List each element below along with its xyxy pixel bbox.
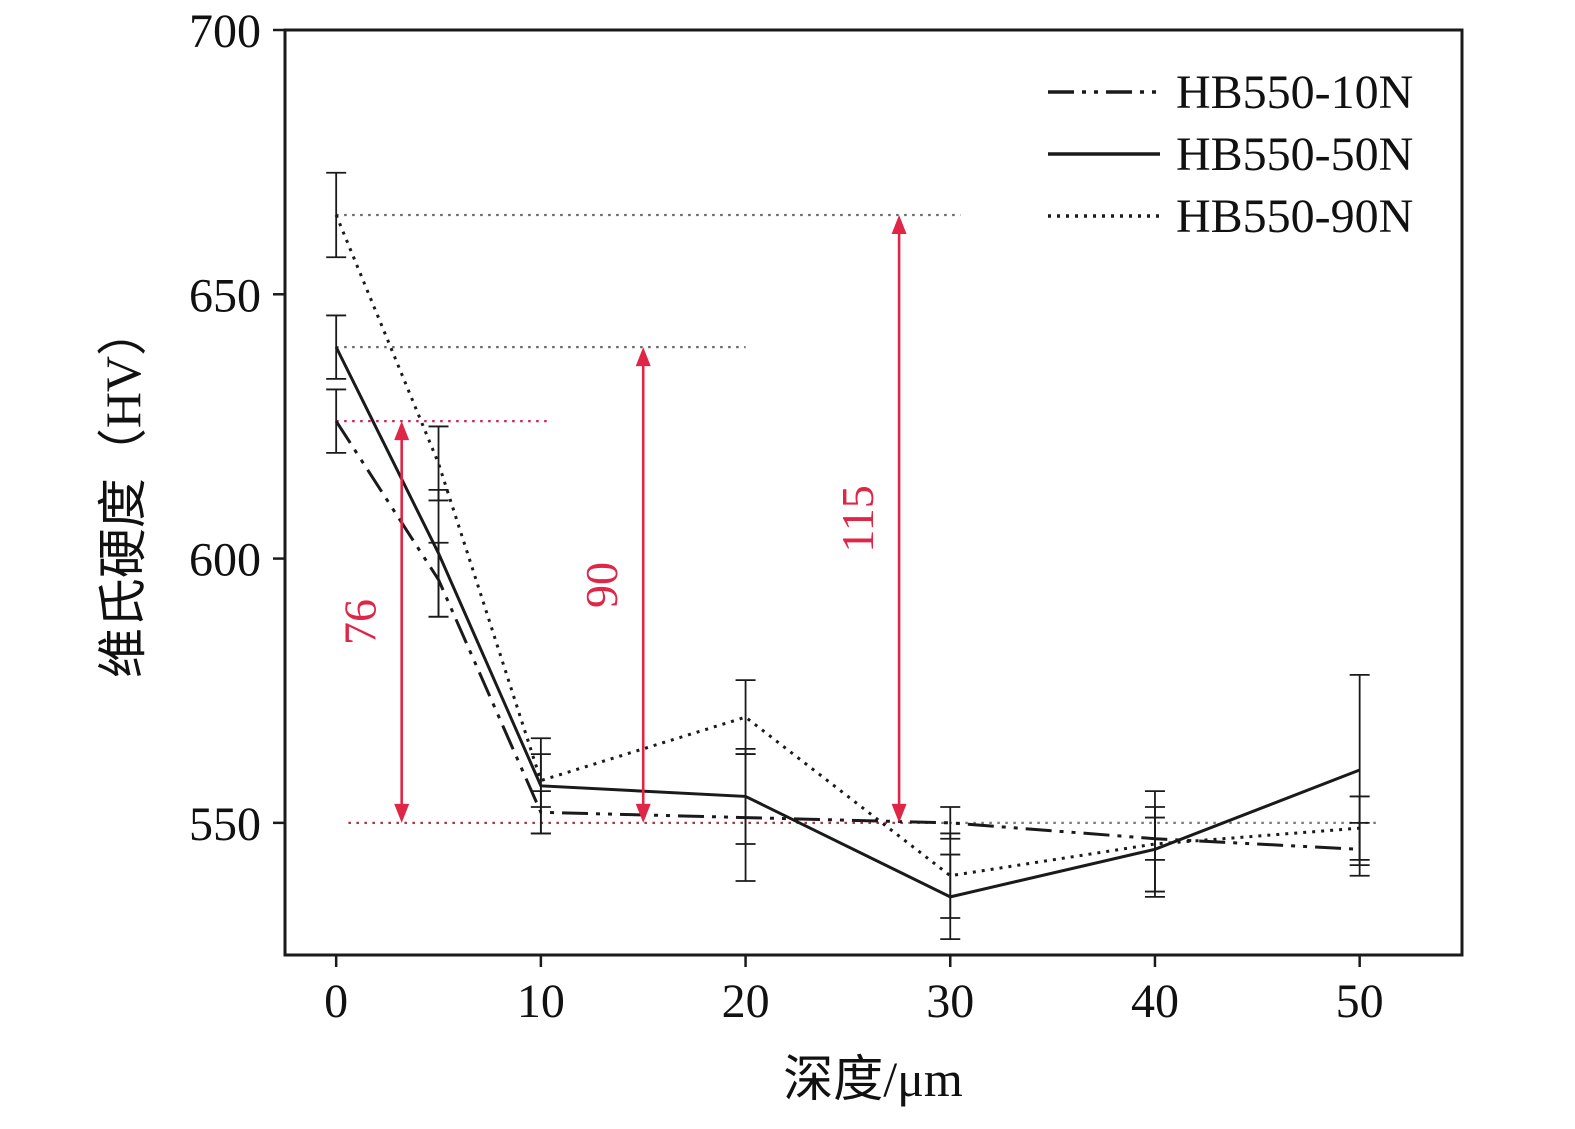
annotation-90: 90 — [576, 347, 651, 823]
series-line-HB550-50N — [334, 346, 1361, 899]
annotation-value-label: 90 — [576, 562, 627, 608]
series-HB550-90N — [326, 171, 1370, 919]
legend-label-HB550-10N: HB550-10N — [1176, 66, 1413, 119]
y-tick-label: 600 — [189, 534, 261, 587]
annotation-value-label: 76 — [335, 599, 386, 645]
annotation-arrowhead-up — [891, 215, 907, 234]
x-tick-label: 0 — [324, 975, 348, 1028]
y-tick-label: 700 — [189, 5, 261, 58]
y-axis-label: 维氏硬度（HV） — [95, 306, 151, 678]
legend-label-HB550-50N: HB550-50N — [1176, 128, 1413, 181]
annotation-arrowhead-down — [891, 803, 907, 823]
series-HB550-10N — [326, 388, 1370, 882]
x-tick-label: 20 — [722, 975, 770, 1028]
annotation-arrowhead-up — [635, 347, 651, 367]
series-HB550-50N — [326, 314, 1370, 941]
plot-frame — [283, 28, 1464, 957]
x-tick-label: 10 — [517, 975, 565, 1028]
y-tick-label: 550 — [189, 798, 261, 851]
annotations-group: 76 90 115 — [335, 215, 907, 823]
annotation-arrowhead-down — [635, 803, 651, 823]
legend-group: HB550-10N HB550-50N HB550-90N — [1048, 66, 1413, 243]
annotation-arrowhead-down — [394, 803, 410, 823]
x-tick-label: 50 — [1336, 975, 1384, 1028]
x-axis-label: 深度/μm — [783, 1051, 963, 1107]
series-group — [326, 171, 1370, 941]
reference-lines-group — [336, 213, 1377, 824]
annotation-76: 76 — [335, 421, 410, 823]
legend-label-HB550-90N: HB550-90N — [1176, 190, 1413, 243]
axes-group: 0 10 20 30 40 50 550 600 650 700 — [189, 5, 1464, 1028]
x-tick-label: 40 — [1131, 975, 1179, 1028]
y-tick-label: 650 — [189, 269, 261, 322]
annotation-value-label: 115 — [832, 485, 883, 552]
annotation-115: 115 — [832, 215, 907, 823]
annotation-arrowhead-up — [394, 421, 410, 441]
x-tick-label: 30 — [926, 975, 974, 1028]
